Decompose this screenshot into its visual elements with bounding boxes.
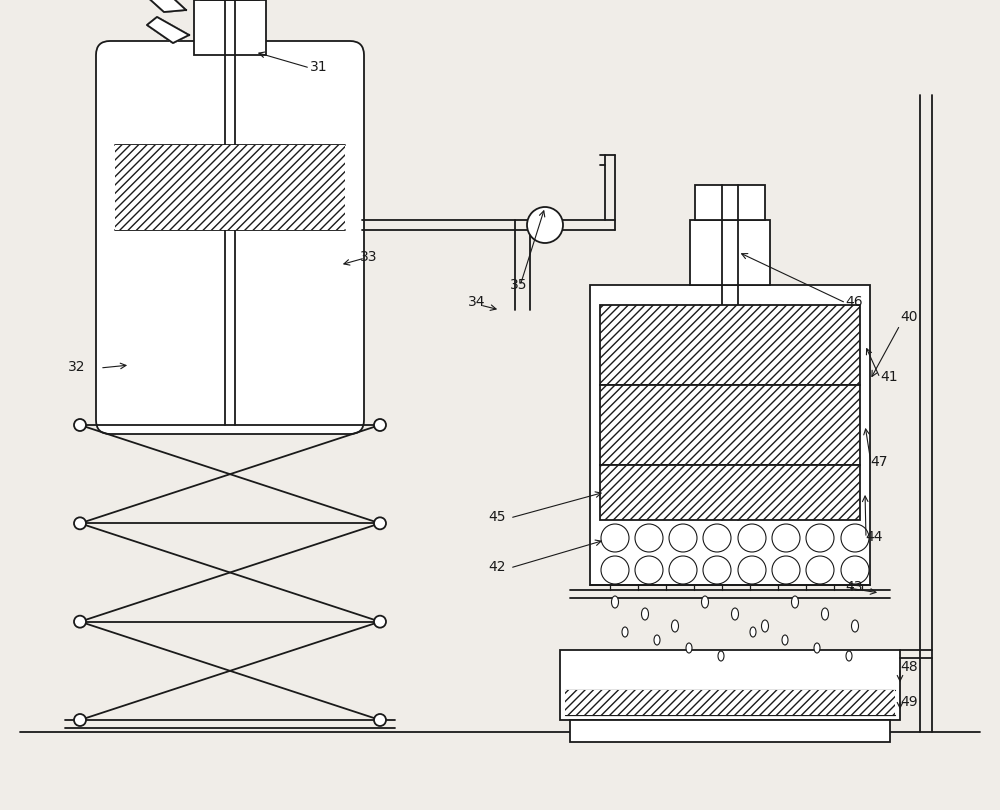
Circle shape — [806, 556, 834, 584]
Polygon shape — [147, 17, 189, 43]
Circle shape — [527, 207, 563, 243]
Circle shape — [74, 419, 86, 431]
Circle shape — [738, 556, 766, 584]
Text: 31: 31 — [310, 60, 328, 74]
Ellipse shape — [750, 627, 756, 637]
Circle shape — [601, 524, 629, 552]
FancyBboxPatch shape — [96, 41, 364, 434]
Ellipse shape — [782, 635, 788, 645]
Ellipse shape — [732, 608, 738, 620]
Ellipse shape — [672, 620, 678, 632]
Circle shape — [841, 556, 869, 584]
Circle shape — [772, 556, 800, 584]
Bar — [600, 305, 860, 385]
Bar — [115, 145, 345, 230]
Bar — [695, 185, 765, 220]
Bar — [600, 385, 860, 465]
Ellipse shape — [814, 643, 820, 653]
Text: 34: 34 — [468, 295, 486, 309]
Ellipse shape — [822, 608, 828, 620]
Text: 35: 35 — [510, 278, 528, 292]
Text: 48: 48 — [900, 660, 918, 674]
Ellipse shape — [702, 596, 708, 608]
Ellipse shape — [642, 608, 648, 620]
Circle shape — [374, 518, 386, 529]
Circle shape — [669, 524, 697, 552]
Text: 46: 46 — [845, 295, 863, 309]
Circle shape — [74, 518, 86, 529]
Bar — [600, 465, 860, 520]
Ellipse shape — [762, 620, 768, 632]
Circle shape — [74, 714, 86, 726]
Text: 42: 42 — [488, 560, 506, 574]
Circle shape — [635, 556, 663, 584]
Ellipse shape — [654, 635, 660, 645]
Text: 43: 43 — [845, 580, 862, 594]
Ellipse shape — [622, 627, 628, 637]
Circle shape — [374, 714, 386, 726]
Text: 41: 41 — [880, 370, 898, 384]
Circle shape — [841, 524, 869, 552]
Ellipse shape — [612, 596, 618, 608]
Bar — [565, 690, 895, 715]
Circle shape — [601, 556, 629, 584]
Bar — [194, 0, 266, 55]
Text: 33: 33 — [360, 250, 378, 264]
Text: 47: 47 — [870, 455, 888, 469]
Polygon shape — [134, 0, 186, 12]
Circle shape — [374, 616, 386, 628]
Text: 49: 49 — [900, 695, 918, 709]
Circle shape — [669, 556, 697, 584]
Ellipse shape — [846, 651, 852, 661]
Text: 32: 32 — [68, 360, 86, 374]
Bar — [560, 650, 900, 720]
Bar — [690, 220, 770, 285]
Text: 44: 44 — [865, 530, 883, 544]
Circle shape — [635, 524, 663, 552]
Bar — [570, 720, 890, 742]
Circle shape — [374, 419, 386, 431]
Ellipse shape — [718, 651, 724, 661]
Ellipse shape — [792, 596, 798, 608]
Text: 45: 45 — [488, 510, 506, 524]
Circle shape — [738, 524, 766, 552]
Circle shape — [74, 616, 86, 628]
Circle shape — [772, 524, 800, 552]
Circle shape — [703, 524, 731, 552]
Text: 40: 40 — [900, 310, 918, 324]
Circle shape — [703, 556, 731, 584]
Bar — [590, 285, 870, 585]
Ellipse shape — [852, 620, 858, 632]
Circle shape — [806, 524, 834, 552]
Ellipse shape — [686, 643, 692, 653]
